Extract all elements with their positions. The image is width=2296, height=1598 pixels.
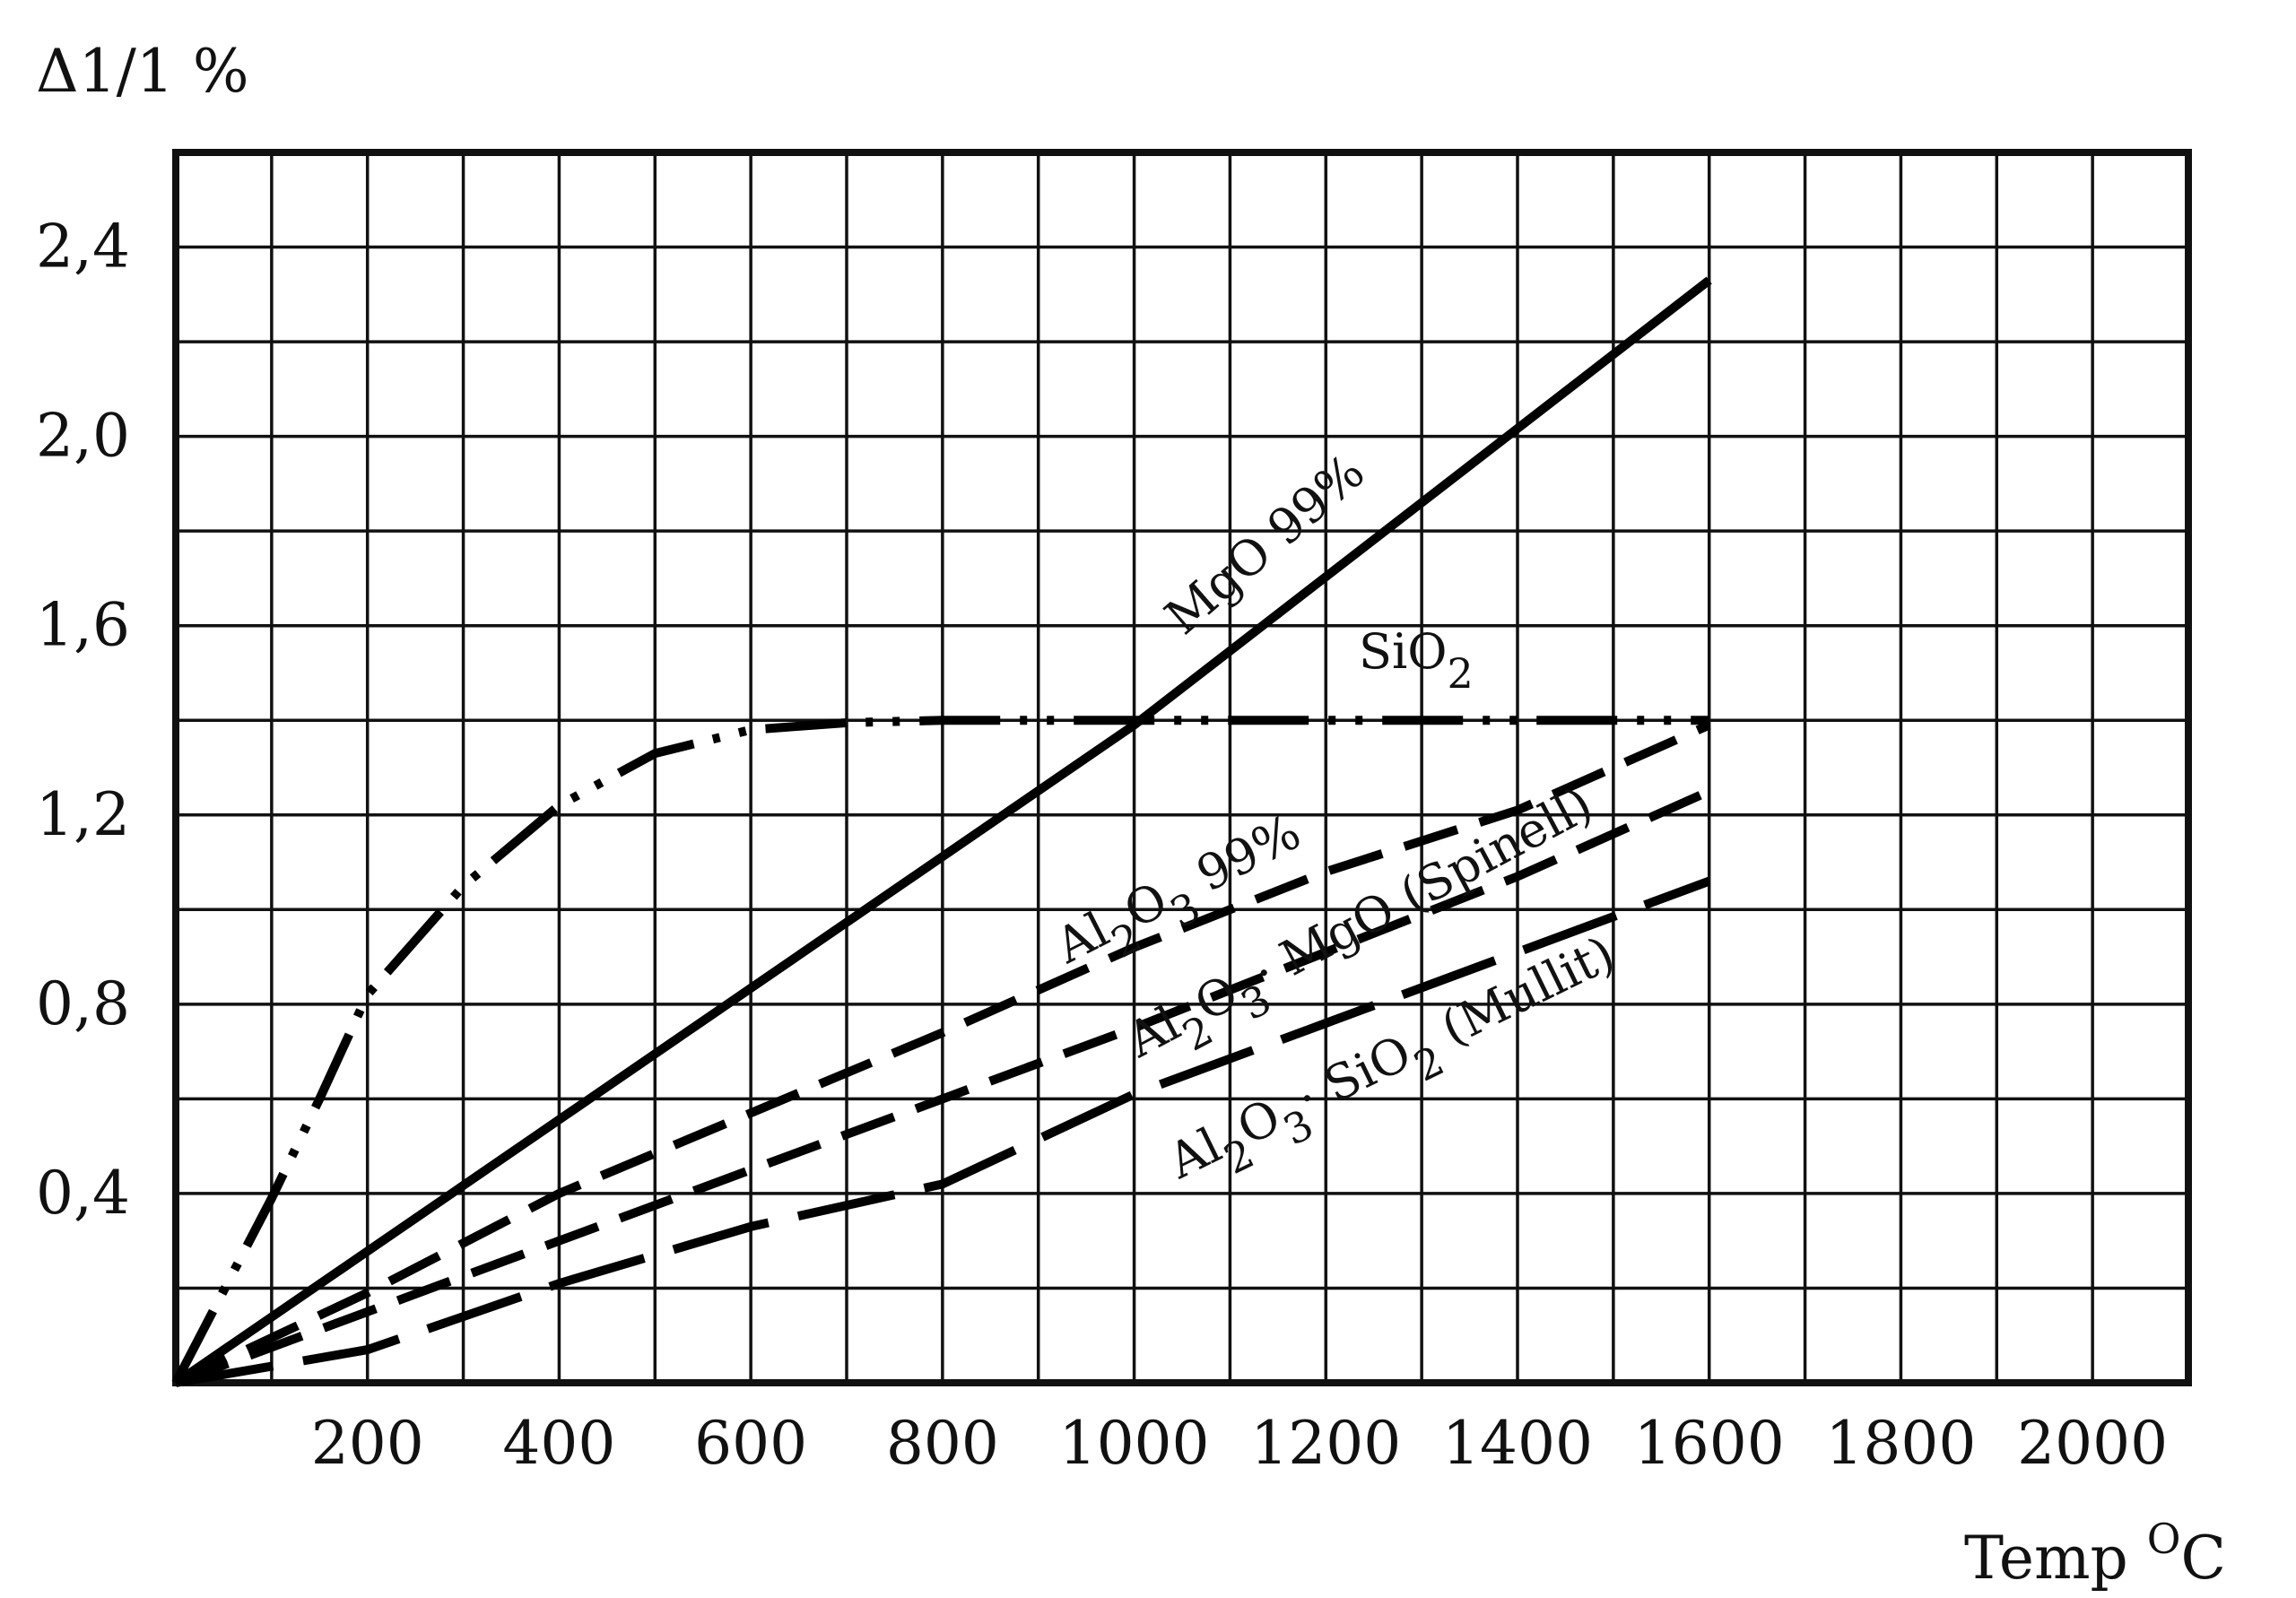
x-tick-label: 2000 <box>2017 1409 2168 1478</box>
annotation-sio2: SiO2 <box>1359 623 1474 698</box>
series-line-al2o3-sio2-mullit <box>175 876 1711 1387</box>
x-tick-label: 1600 <box>1634 1409 1785 1478</box>
x-tick-labels: 200 400 600 800 1000 1200 1400 1600 1800 2000 <box>311 1409 2168 1478</box>
y-tick-label: 0,4 <box>36 1159 130 1228</box>
x-axis-title-unit: C <box>2181 1524 2227 1593</box>
grid <box>172 149 2192 1386</box>
x-tick-label: 200 <box>311 1409 424 1478</box>
x-axis-title-text: Temp <box>1964 1524 2147 1593</box>
y-tick-label: 0,8 <box>36 969 130 1038</box>
series-line-mgo-99 <box>173 276 1712 1387</box>
y-tick-labels: 0,4 0,8 1,2 1,6 2,0 2,4 <box>36 213 130 1228</box>
x-tick-label: 1800 <box>1825 1409 1976 1478</box>
y-tick-label: 1,2 <box>36 780 130 849</box>
series-line-sio2 <box>171 716 1709 1385</box>
y-tick-label: 2,4 <box>36 213 130 282</box>
series-line-al2o3-mgo-spinell <box>174 786 1711 1387</box>
x-tick-label: 1400 <box>1442 1409 1593 1478</box>
x-tick-label: 800 <box>886 1409 999 1478</box>
x-tick-label: 1000 <box>1059 1409 1210 1478</box>
series-lines <box>171 276 1712 1387</box>
y-axis-title: Δ1/1 % <box>36 37 249 106</box>
y-tick-label: 1,6 <box>36 591 130 660</box>
x-tick-label: 400 <box>502 1409 615 1478</box>
plot-frame <box>172 149 2192 1386</box>
annotation-mgo-99: MgO 99% <box>1154 443 1375 646</box>
x-axis-title-degree: O <box>2147 1515 2181 1563</box>
x-tick-label: 600 <box>694 1409 807 1478</box>
x-axis-title: Temp OC <box>1964 1515 2226 1593</box>
y-tick-label: 2,0 <box>36 402 130 471</box>
series-line-al2o3-99 <box>173 720 1711 1387</box>
x-tick-label: 1200 <box>1250 1409 1401 1478</box>
